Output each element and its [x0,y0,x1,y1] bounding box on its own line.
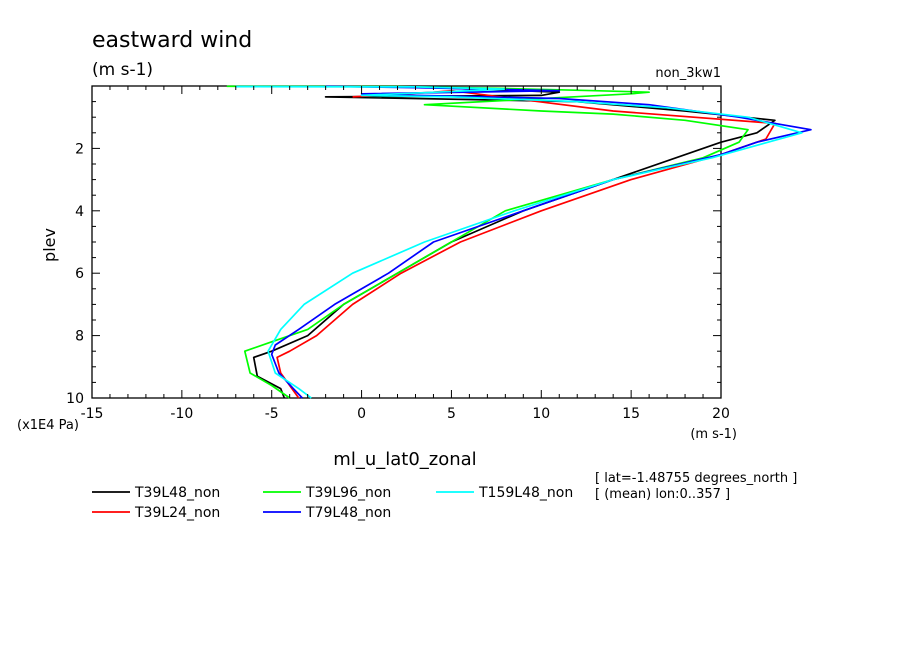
legend-label-t39l48-non: T39L48_non [134,485,220,501]
legend-label-t159l48-non: T159L48_non [478,485,573,501]
y-tick-label: 2 [75,141,84,157]
x-tick-label: 0 [357,406,366,422]
y-tick-label: 6 [75,266,84,282]
series-line-t159l48-non [235,85,803,399]
x-tick-label: 15 [622,406,640,422]
x-tick-label: -10 [170,406,193,422]
legend: T39L48_non T39L24_non T39L96_non T79L48_non… [92,485,573,521]
x-tick-label: -5 [265,406,279,422]
y-tick-label: 4 [75,204,84,220]
info-line-latitude: [ lat=-1.48755 degrees_north ] [595,471,797,486]
y-tick-label: 10 [66,391,84,407]
x-axis-units: (m s-1) [690,427,737,442]
chart-title: eastward wind [92,28,252,53]
chart-subtitle: (m s-1) [92,60,153,80]
x-tick-label: 10 [532,406,550,422]
series-line-t39l96-non [226,85,749,399]
x-tick-label: -15 [81,406,104,422]
ticks-group: -15 -10 -5 0 5 10 15 20 2 4 6 8 10 [66,86,730,422]
legend-label-t39l96-non: T39L96_non [305,485,391,501]
info-line-longitude: [ (mean) lon:0..357 ] [595,487,730,502]
series-group [226,85,812,399]
y-axis-units: (x1E4 Pa) [17,418,79,433]
series-line-t39l24-non [276,89,776,399]
x-tick-label: 5 [447,406,456,422]
legend-label-t79l48-non: T79L48_non [305,505,391,521]
experiment-label: non_3kw1 [655,66,721,81]
x-tick-label: 20 [712,406,730,422]
legend-label-t39l24-non: T39L24_non [134,505,220,521]
plot-area: -15 -10 -5 0 5 10 15 20 2 4 6 8 10 [66,85,812,422]
x-axis-label: ml_u_lat0_zonal [333,449,476,470]
y-tick-label: 8 [75,329,84,345]
y-axis-label: plev [40,228,59,262]
